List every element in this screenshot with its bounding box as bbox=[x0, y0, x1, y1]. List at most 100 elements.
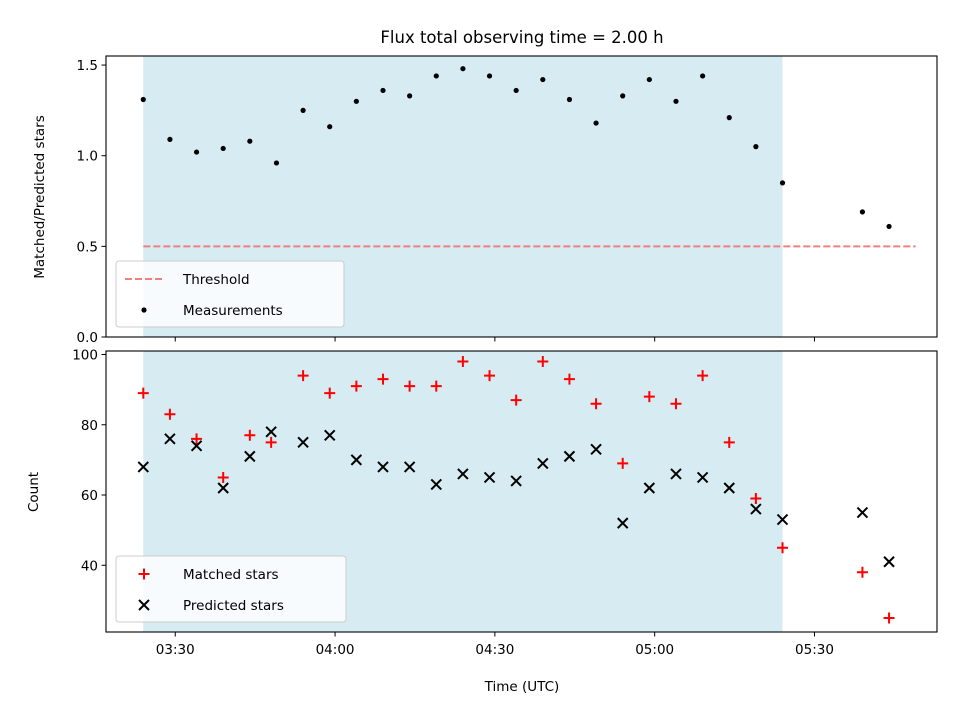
bottom-legend-label: Predicted stars bbox=[183, 598, 284, 614]
top-series-0-point bbox=[513, 87, 519, 94]
bottom-series-0-point bbox=[430, 380, 442, 392]
bottom-series-0-point bbox=[643, 391, 655, 403]
bottom-series-1-point bbox=[430, 478, 442, 491]
bottom-series-0-point bbox=[457, 356, 469, 368]
bottom-series-1-point bbox=[244, 450, 256, 463]
bottom-series-0-point bbox=[265, 436, 277, 448]
top-series-0-point bbox=[646, 76, 652, 83]
bottom-series-0-point bbox=[723, 436, 735, 448]
bottom-series-0-point bbox=[563, 373, 575, 385]
bottom-series-1-point bbox=[457, 468, 469, 480]
top-series-0-point bbox=[273, 160, 280, 166]
bottom-series-1-point bbox=[137, 461, 149, 473]
top-series-0-point bbox=[300, 107, 306, 113]
top-series-0-point bbox=[886, 223, 892, 230]
bottom-series-0-point bbox=[484, 370, 496, 382]
figure-title: Flux total observing time = 2.00 h bbox=[380, 28, 663, 47]
top-legend-label: Threshold bbox=[182, 272, 250, 288]
top-legend-swatch bbox=[141, 307, 147, 313]
bottom-series-0-point bbox=[883, 612, 895, 624]
bottom-series-0-point bbox=[697, 370, 709, 382]
x-tick-label: 04:30 bbox=[475, 642, 514, 658]
top-series-0-point bbox=[486, 73, 493, 79]
bottom-legend-label: Matched stars bbox=[183, 567, 279, 583]
bottom-legend-swatch bbox=[138, 599, 150, 611]
top-axes-frame bbox=[105, 55, 938, 338]
x-tick-label: 05:00 bbox=[635, 642, 674, 658]
bottom-y-tick-label: 100 bbox=[72, 348, 98, 364]
bottom-panel: 40 60 80 100 03:30 04:00 04:30 05:00 05:30 Matche… bbox=[72, 348, 938, 658]
top-series-0-point bbox=[620, 93, 626, 99]
bottom-series-1-point bbox=[377, 461, 389, 473]
bottom-y-tick-label: 60 bbox=[81, 488, 98, 504]
bottom-series-1-point bbox=[350, 454, 363, 466]
bottom-y-tick-label: 40 bbox=[81, 558, 98, 574]
x-tick-label: 03:30 bbox=[156, 642, 195, 658]
top-series-0-point bbox=[726, 115, 732, 121]
x-axis-label: Time (UTC) bbox=[484, 679, 560, 695]
bottom-series-1-point bbox=[883, 556, 895, 568]
bottom-series-1-point bbox=[723, 482, 735, 494]
bottom-legend-box bbox=[115, 555, 347, 623]
bottom-series-1-point bbox=[164, 433, 176, 445]
top-series-0-point bbox=[566, 96, 573, 103]
bottom-y-axis-label: Count bbox=[26, 472, 42, 512]
bottom-series-1-point bbox=[617, 517, 629, 529]
top-series-0-point bbox=[593, 120, 599, 126]
bottom-series-0-point bbox=[750, 493, 762, 505]
bottom-series-1-point bbox=[190, 440, 203, 452]
x-tick-label: 05:30 bbox=[795, 642, 834, 658]
bottom-series-0-point bbox=[191, 433, 203, 445]
top-y-tick-label: 0.5 bbox=[77, 239, 98, 255]
bottom-series-0-point bbox=[324, 387, 336, 399]
bottom-series-1-point bbox=[750, 503, 762, 515]
bottom-series-1-point bbox=[265, 426, 277, 438]
bottom-series-1-point bbox=[696, 471, 709, 484]
bottom-series-1-point bbox=[856, 506, 869, 519]
bottom-series-1-point bbox=[297, 436, 309, 449]
bottom-series-0-point bbox=[856, 566, 868, 578]
bottom-series-0-point bbox=[164, 408, 176, 420]
top-series-0-point bbox=[859, 209, 866, 215]
top-series-0-point bbox=[193, 149, 200, 155]
bottom-series-0-point bbox=[510, 394, 522, 406]
top-y-axis-label: Matched/Predicted stars bbox=[32, 115, 48, 278]
top-y-tick-label: 1.5 bbox=[77, 58, 98, 74]
top-series-0-point bbox=[540, 76, 546, 83]
bottom-series-0-point bbox=[297, 370, 309, 382]
top-series-0-point bbox=[220, 145, 226, 152]
bottom-series-0-point bbox=[670, 398, 682, 410]
bottom-series-1-point bbox=[776, 513, 789, 526]
top-series-0-point bbox=[753, 144, 759, 150]
bottom-series-1-point bbox=[510, 475, 522, 487]
bottom-series-0-point bbox=[137, 387, 149, 399]
bottom-series-1-point bbox=[324, 429, 336, 442]
bottom-series-1-point bbox=[403, 461, 416, 473]
top-series-0-point bbox=[327, 124, 333, 130]
top-series-0-point bbox=[700, 73, 706, 79]
bottom-series-0-point bbox=[244, 429, 256, 441]
top-y-tick-label: 1.0 bbox=[77, 149, 98, 165]
bottom-series-1-point bbox=[483, 471, 496, 484]
top-y-tick-label: 0.0 bbox=[77, 330, 98, 346]
top-series-0-point bbox=[433, 73, 439, 79]
top-series-0-point bbox=[247, 138, 253, 144]
bottom-y-tick-label: 80 bbox=[81, 418, 98, 434]
top-series-0-point bbox=[779, 180, 786, 186]
bottom-series-0-point bbox=[377, 373, 389, 385]
top-series-0-point bbox=[167, 136, 173, 142]
bottom-series-1-point bbox=[217, 482, 229, 494]
bottom-series-0-point bbox=[537, 356, 549, 368]
bottom-series-0-point bbox=[777, 542, 789, 554]
top-series-0-point bbox=[380, 87, 386, 94]
x-tick-label: 04:00 bbox=[316, 642, 355, 658]
top-series-0-point bbox=[460, 66, 466, 72]
top-panel: 0.0 0.5 1.0 1.5 Threshold Measurements bbox=[77, 55, 938, 346]
bottom-series-0-point bbox=[617, 457, 629, 469]
top-series-0-point bbox=[407, 93, 413, 99]
top-legend-box bbox=[115, 260, 345, 328]
bottom-series-0-point bbox=[217, 471, 229, 483]
bottom-axes-frame bbox=[105, 350, 938, 633]
bottom-series-1-point bbox=[563, 450, 576, 463]
